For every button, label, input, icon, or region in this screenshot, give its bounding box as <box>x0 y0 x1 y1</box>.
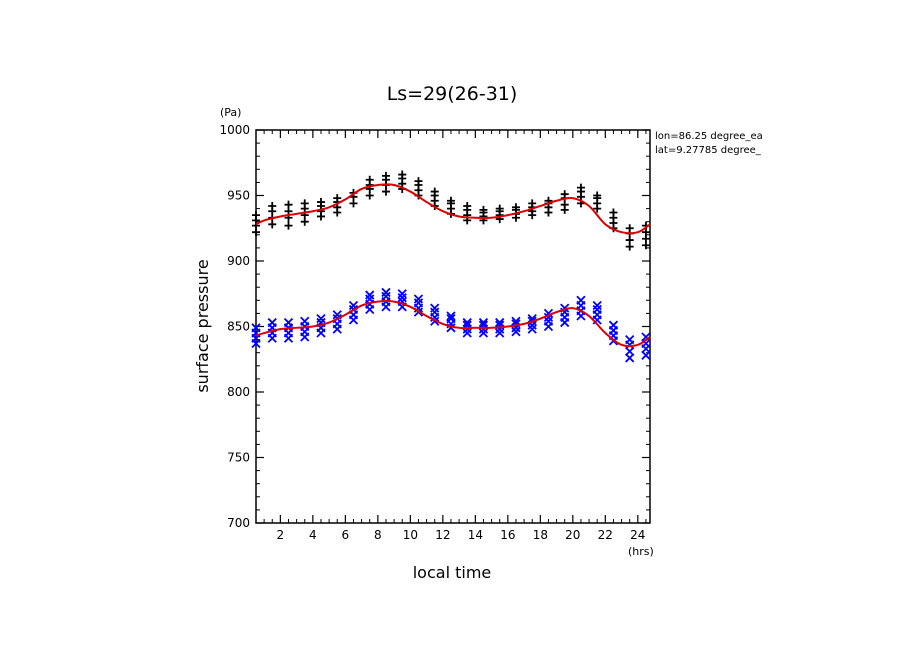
y-tick-label: 900 <box>227 254 250 268</box>
data-point-cross <box>446 314 456 324</box>
y-tick-label: 700 <box>227 516 250 530</box>
data-point-plus <box>609 208 618 217</box>
data-point-cross <box>608 320 619 330</box>
data-point-cross <box>576 295 586 305</box>
data-point-plus <box>398 170 407 179</box>
data-point-cross <box>381 287 391 298</box>
y-tick-label: 950 <box>227 189 250 203</box>
annotation-lat: lat=9.27785 degree_ <box>655 145 762 156</box>
data-point-plus <box>593 191 602 200</box>
data-point-plus <box>268 201 277 210</box>
data-point-cross <box>462 317 472 328</box>
data-point-cross <box>592 300 602 311</box>
annotation-lon: lon=86.25 degree_ea <box>655 131 763 142</box>
fit-line-upper <box>255 183 651 235</box>
data-point-cross <box>397 289 407 299</box>
data-point-plus <box>316 198 325 207</box>
data-point-cross <box>641 332 651 342</box>
x-tick-label: 2 <box>277 528 285 542</box>
data-point-plus <box>560 190 569 199</box>
data-point-cross <box>511 327 521 337</box>
x-tick-label: 14 <box>468 528 483 542</box>
data-point-cross <box>300 316 310 326</box>
data-point-plus <box>479 205 488 214</box>
x-tick-label: 12 <box>435 528 450 542</box>
data-point-plus <box>528 199 537 208</box>
data-point-cross <box>251 323 261 333</box>
data-point-plus <box>446 196 455 205</box>
data-point-cross <box>446 311 456 321</box>
data-point-plus <box>495 204 504 213</box>
data-point-plus <box>284 221 293 230</box>
data-point-cross <box>495 328 505 338</box>
fit-line-lower <box>255 300 651 348</box>
data-point-plus <box>365 175 374 184</box>
data-point-cross <box>527 324 537 334</box>
data-point-plus <box>414 177 423 186</box>
y-tick-label: 750 <box>227 451 250 465</box>
data-point-cross <box>478 328 489 338</box>
data-point-plus <box>511 203 520 212</box>
chart-title: Ls=29(26-31) <box>387 83 518 105</box>
data-point-cross <box>413 298 424 308</box>
data-point-cross <box>478 317 489 328</box>
data-point-cross <box>543 316 554 326</box>
data-point-plus <box>252 211 260 220</box>
data-point-plus <box>300 199 309 208</box>
data-point-plus <box>430 187 439 196</box>
y-tick-label: 850 <box>227 320 250 334</box>
x-axis-unit: (hrs) <box>628 545 654 558</box>
plot-area: 2 4 6 8 10 12 14 16 18 20 22 2470075080085090095010… <box>219 123 651 542</box>
data-point-plus <box>333 194 342 203</box>
data-point-cross <box>267 317 277 328</box>
data-point-cross <box>283 317 294 328</box>
data-point-cross <box>381 291 391 302</box>
x-tick-label: 24 <box>630 528 645 542</box>
data-point-cross <box>462 328 472 338</box>
y-tick-label: 800 <box>227 385 250 399</box>
y-tick-label: 1000 <box>219 123 250 137</box>
data-point-plus <box>381 171 390 180</box>
data-point-cross <box>316 314 326 324</box>
data-point-cross <box>495 317 505 328</box>
data-point-cross <box>511 316 521 326</box>
data-point-cross <box>592 304 602 315</box>
data-point-cross <box>365 290 375 300</box>
x-tick-label: 16 <box>500 528 515 542</box>
data-point-plus <box>625 224 634 233</box>
x-tick-label: 6 <box>342 528 350 542</box>
y-axis-unit: (Pa) <box>220 106 241 119</box>
data-point-cross <box>625 334 635 345</box>
x-tick-label: 18 <box>533 528 548 542</box>
x-axis-label: local time <box>413 563 492 582</box>
data-point-cross <box>413 294 424 304</box>
data-point-plus <box>463 201 472 210</box>
x-tick-label: 10 <box>403 528 418 542</box>
x-tick-label: 20 <box>565 528 580 542</box>
x-tick-label: 4 <box>309 528 317 542</box>
x-tick-label: 22 <box>598 528 613 542</box>
data-point-plus <box>284 200 293 209</box>
y-axis-label: surface pressure <box>193 259 212 392</box>
x-tick-label: 8 <box>374 528 382 542</box>
data-point-cross <box>397 293 407 303</box>
data-point-cross <box>430 303 440 313</box>
data-point-plus <box>576 183 585 192</box>
data-point-cross <box>430 307 440 317</box>
